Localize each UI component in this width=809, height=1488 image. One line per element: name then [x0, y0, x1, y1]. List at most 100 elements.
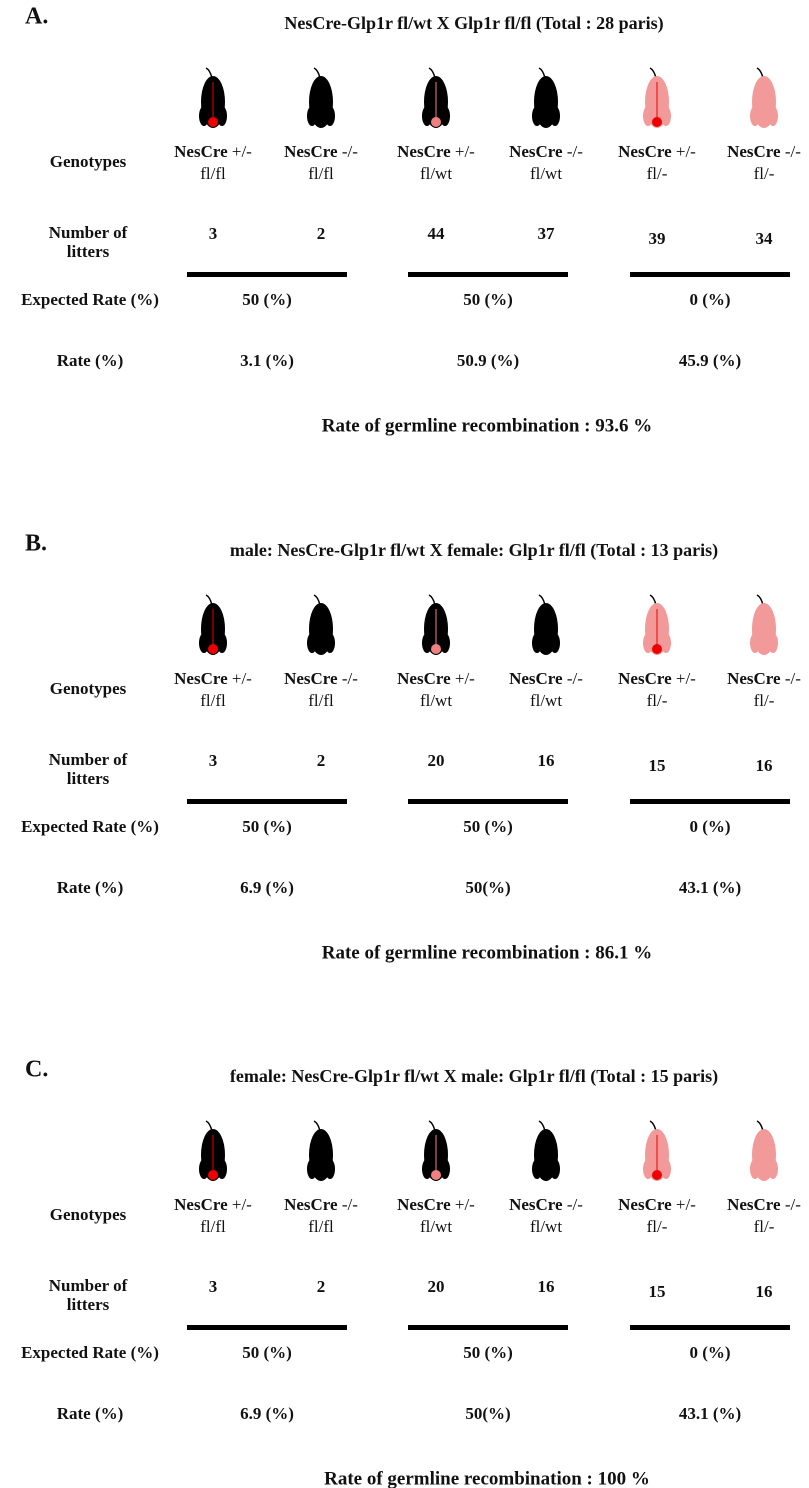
- row-label: Expected Rate (%): [21, 1343, 159, 1362]
- genotype-cre-name: NesCre: [174, 669, 228, 688]
- genotype-cre-state: -/-: [785, 669, 801, 688]
- genotype-cre-state: +/-: [676, 669, 696, 688]
- group-bar: [630, 1325, 790, 1330]
- cre-dot: [652, 1170, 662, 1180]
- group-bar: [408, 799, 568, 804]
- genotype-cre-state: +/-: [676, 142, 696, 161]
- panel-title: NesCre-Glp1r fl/wt X Glp1r fl/fl (Total …: [284, 13, 663, 34]
- row-label: Expected Rate (%): [21, 290, 159, 309]
- genotype-flox: fl/wt: [420, 691, 452, 710]
- genotype-cre-name: NesCre: [727, 1195, 781, 1214]
- mouse-icon: [422, 68, 450, 128]
- litter-count: 37: [538, 224, 556, 243]
- genotype-cre-state: -/-: [785, 142, 801, 161]
- mouse-icon: [750, 1121, 778, 1181]
- litter-count: 3: [209, 751, 218, 770]
- observed-rate: 6.9 (%): [240, 1404, 294, 1423]
- mouse-body: [752, 1129, 776, 1181]
- genotype-cre-name: NesCre: [727, 142, 781, 161]
- genotype-flox: fl/wt: [420, 164, 452, 183]
- group-bar: [630, 272, 790, 277]
- mouse-icon: [307, 595, 335, 655]
- mouse-icon: [750, 595, 778, 655]
- genotype-cre-state: +/-: [676, 1195, 696, 1214]
- genotype-flox: fl/-: [647, 164, 668, 183]
- observed-rate: 3.1 (%): [240, 351, 294, 370]
- genotype-cre-state: -/-: [567, 142, 583, 161]
- genotype-cre: NesCre +/-: [397, 1195, 475, 1214]
- litter-count: 2: [317, 224, 326, 243]
- genotype-cre-state: +/-: [232, 669, 252, 688]
- genotype-cre: NesCre -/-: [727, 669, 801, 688]
- mouse-body: [752, 603, 776, 655]
- expected-rate: 0 (%): [689, 817, 730, 836]
- genotype-cre: NesCre +/-: [618, 669, 696, 688]
- litter-count: 20: [428, 751, 445, 770]
- mouse-icon: [532, 1121, 560, 1181]
- mouse-body: [309, 603, 333, 655]
- row-label: litters: [67, 1295, 110, 1314]
- row-label: litters: [67, 769, 110, 788]
- litter-count: 2: [317, 1277, 326, 1296]
- litter-count: 44: [428, 224, 446, 243]
- genotype-cre: NesCre -/-: [284, 142, 358, 161]
- row-label: Rate (%): [57, 351, 124, 370]
- cre-dot: [431, 644, 441, 654]
- genotype-flox: fl/fl: [200, 691, 226, 710]
- group-bar: [630, 799, 790, 804]
- genotype-cre-name: NesCre: [509, 1195, 563, 1214]
- mouse-icon: [199, 595, 227, 655]
- genotype-cre-state: -/-: [567, 1195, 583, 1214]
- litter-count: 16: [756, 1282, 773, 1301]
- mouse-body: [309, 1129, 333, 1181]
- panel-label: B.: [25, 531, 47, 557]
- litter-count: 20: [428, 1277, 445, 1296]
- genotype-cre-state: -/-: [785, 1195, 801, 1214]
- expected-rate: 0 (%): [689, 290, 730, 309]
- group-bar: [408, 1325, 568, 1330]
- recombination-rate: Rate of germline recombination : 100 %: [324, 1468, 650, 1488]
- genotype-cre-state: +/-: [455, 669, 475, 688]
- recombination-rate: Rate of germline recombination : 93.6 %: [322, 415, 653, 436]
- group-bar: [187, 799, 347, 804]
- genotype-cre-state: -/-: [342, 1195, 358, 1214]
- genotype-cre-name: NesCre: [618, 669, 672, 688]
- genotype-cre-name: NesCre: [397, 669, 451, 688]
- mouse-icon: [199, 1121, 227, 1181]
- mouse-body: [752, 76, 776, 128]
- mouse-icon: [750, 68, 778, 128]
- cre-dot: [208, 644, 218, 654]
- genotype-cre: NesCre +/-: [397, 669, 475, 688]
- genotype-cre-name: NesCre: [509, 142, 563, 161]
- genotype-cre-name: NesCre: [174, 142, 228, 161]
- mouse-body: [309, 76, 333, 128]
- row-label: Genotypes: [50, 1205, 127, 1224]
- cre-dot: [208, 117, 218, 127]
- row-label: Genotypes: [50, 152, 127, 171]
- genotype-cre: NesCre -/-: [727, 1195, 801, 1214]
- genotype-cre: NesCre -/-: [727, 142, 801, 161]
- genotype-cre-name: NesCre: [397, 1195, 451, 1214]
- expected-rate: 50 (%): [242, 290, 292, 309]
- genotype-cre: NesCre +/-: [618, 142, 696, 161]
- row-label: Genotypes: [50, 679, 127, 698]
- mouse-icon: [422, 1121, 450, 1181]
- figure: A.NesCre-Glp1r fl/wt X Glp1r fl/fl (Tota…: [0, 0, 809, 1488]
- row-label: Rate (%): [57, 1404, 124, 1423]
- genotype-flox: fl/wt: [530, 164, 562, 183]
- group-bar: [187, 272, 347, 277]
- row-label: litters: [67, 242, 110, 261]
- mouse-icon: [199, 68, 227, 128]
- litter-count: 39: [649, 229, 666, 248]
- observed-rate: 43.1 (%): [679, 878, 741, 897]
- mouse-icon: [422, 595, 450, 655]
- genotype-flox: fl/-: [647, 1217, 668, 1236]
- cre-dot: [208, 1170, 218, 1180]
- genotype-cre-state: +/-: [232, 142, 252, 161]
- genotype-flox: fl/wt: [530, 1217, 562, 1236]
- genotype-flox: fl/fl: [200, 1217, 226, 1236]
- cre-dot: [652, 117, 662, 127]
- genotype-flox: fl/-: [754, 1217, 775, 1236]
- genotype-cre-state: +/-: [455, 1195, 475, 1214]
- observed-rate: 43.1 (%): [679, 1404, 741, 1423]
